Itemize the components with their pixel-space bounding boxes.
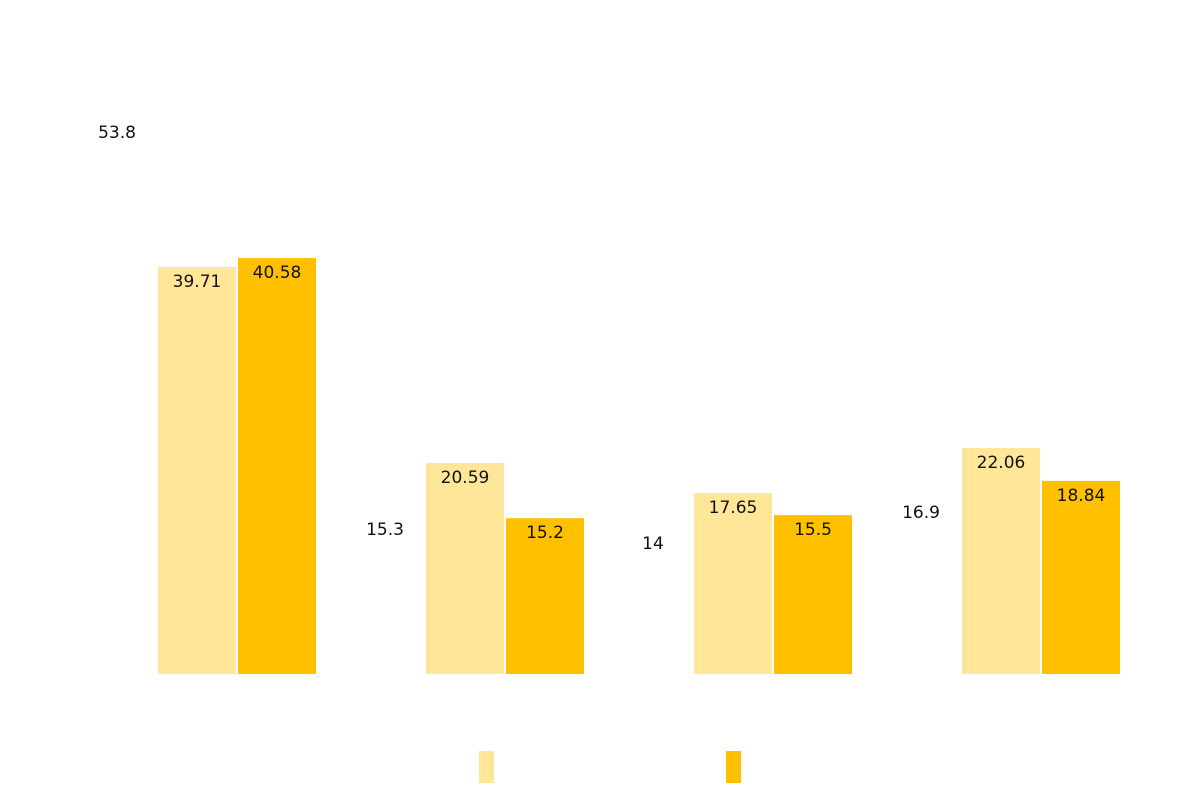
data-label-s2-c2: 15.2: [526, 523, 564, 543]
data-label-s1-c4: 22.06: [977, 453, 1026, 473]
data-label-s1-c2: 20.59: [441, 468, 490, 488]
legend: [479, 751, 741, 783]
bar-s2-c1: [238, 258, 316, 674]
data-label-s1-c3: 17.65: [709, 498, 758, 518]
data-label-s2-c4: 18.84: [1057, 486, 1106, 506]
extra-value-label-4: 16.9: [902, 503, 940, 523]
extra-value-label-2: 15.3: [366, 520, 404, 540]
legend-swatch-1: [479, 751, 494, 783]
bar-s2-c4: [1042, 480, 1120, 674]
bar-s1-c2: [426, 462, 504, 674]
extra-value-label-3: 14: [642, 534, 664, 554]
value-labels-group: 39.71 20.59 17.65 22.06 40.58 15.2 15.5 18.84 53…: [98, 123, 1105, 554]
bars-group: [158, 258, 1120, 674]
bar-s1-c3: [694, 493, 772, 674]
data-label-s2-c3: 15.5: [794, 520, 832, 540]
bar-s1-c1: [158, 266, 236, 674]
extra-value-label-1: 53.8: [98, 123, 136, 143]
data-label-s1-c1: 39.71: [173, 272, 222, 292]
bar-s1-c4: [962, 447, 1040, 674]
legend-swatch-2: [726, 751, 741, 783]
bar-s2-c3: [774, 515, 852, 674]
data-label-s2-c1: 40.58: [253, 263, 302, 283]
bar-s2-c2: [506, 518, 584, 674]
